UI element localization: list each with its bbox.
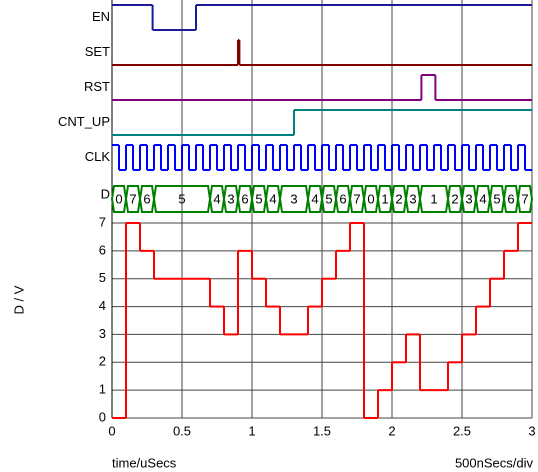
y-tick-label: 3 [99, 326, 106, 341]
bus-value: 2 [451, 191, 458, 206]
bus-value: 3 [227, 191, 234, 206]
y-tick-label: 0 [99, 409, 106, 424]
bus-label: D [101, 186, 110, 201]
signal-label: RST [84, 79, 110, 94]
x-axis-label: time/uSecs [112, 455, 177, 470]
bus-value: 3 [290, 191, 297, 206]
bus-value: 1 [381, 191, 388, 206]
signal-label: EN [92, 9, 110, 24]
y-tick-label: 2 [99, 354, 106, 369]
y-tick-label: 6 [99, 242, 106, 257]
signal-label: SET [85, 44, 110, 59]
x-tick-label: 2 [388, 423, 395, 438]
bus-value: 6 [507, 191, 514, 206]
bus-value: 4 [479, 191, 486, 206]
bus-segment [516, 185, 534, 213]
bus-value: 1 [430, 191, 437, 206]
bus-value: 5 [178, 191, 185, 206]
bus-value: 7 [129, 191, 136, 206]
y-tick-label: 1 [99, 382, 106, 397]
bus-value: 6 [241, 191, 248, 206]
bus-value: 7 [521, 191, 528, 206]
bus-value: 4 [213, 191, 220, 206]
x-tick-label: 0.5 [173, 423, 191, 438]
x-tick-label: 3 [528, 423, 535, 438]
bus-value: 5 [493, 191, 500, 206]
x-tick-label: 1 [248, 423, 255, 438]
bus-value: 4 [311, 191, 318, 206]
y-tick-label: 4 [99, 298, 106, 313]
bus-value: 0 [115, 191, 122, 206]
y-axis-label: D / V [11, 285, 26, 314]
bus-value: 2 [395, 191, 402, 206]
y-tick-label: 5 [99, 270, 106, 285]
signal-label: CLK [85, 149, 111, 164]
x-tick-label: 2.5 [453, 423, 471, 438]
bus-value: 6 [339, 191, 346, 206]
scale-label: 500nSecs/div [455, 455, 534, 470]
bus-value: 4 [269, 191, 276, 206]
y-tick-label: 7 [99, 214, 106, 229]
x-tick-label: 1.5 [313, 423, 331, 438]
bus-value: 7 [353, 191, 360, 206]
bus-value: 6 [143, 191, 150, 206]
bus-value: 5 [325, 191, 332, 206]
bus-value: 0 [367, 191, 374, 206]
signal-label: CNT_UP [58, 114, 110, 129]
x-tick-label: 0 [108, 423, 115, 438]
bus-value: 3 [465, 191, 472, 206]
bus-value: 3 [409, 191, 416, 206]
bus-value: 5 [255, 191, 262, 206]
